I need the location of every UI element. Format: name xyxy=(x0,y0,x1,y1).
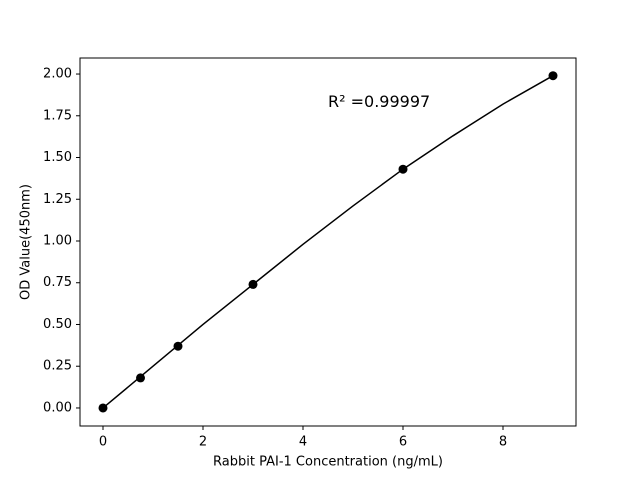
plot-frame xyxy=(79,57,577,427)
data-point xyxy=(548,71,558,81)
y-tick-label: 0.75 xyxy=(43,275,72,290)
y-tick-label: 1.50 xyxy=(43,150,72,165)
y-tick-label: 0.25 xyxy=(43,359,72,374)
data-point xyxy=(98,403,108,413)
y-tick-label: 0.50 xyxy=(43,317,72,332)
y-axis-label: OD Value(450nm) xyxy=(19,184,34,300)
y-tick-label: 1.00 xyxy=(43,233,72,248)
y-tick-label: 2.00 xyxy=(43,67,72,82)
annotation: R² =0.99997 xyxy=(328,92,430,111)
x-tick-label: 6 xyxy=(399,435,407,450)
x-tick-label: 2 xyxy=(199,435,207,450)
data-point xyxy=(136,373,145,383)
y-tick-label: 1.75 xyxy=(43,108,72,123)
y-tick-label: 1.25 xyxy=(43,192,72,207)
x-tick-label: 8 xyxy=(499,435,507,450)
data-point xyxy=(398,164,408,174)
data-point xyxy=(173,341,183,351)
x-tick-label: 0 xyxy=(99,435,107,450)
y-tick-label: 0.00 xyxy=(43,400,72,415)
x-axis-label: Rabbit PAI-1 Concentration (ng/mL) xyxy=(213,455,443,470)
x-tick-label: 4 xyxy=(299,435,307,450)
data-point xyxy=(248,279,258,289)
